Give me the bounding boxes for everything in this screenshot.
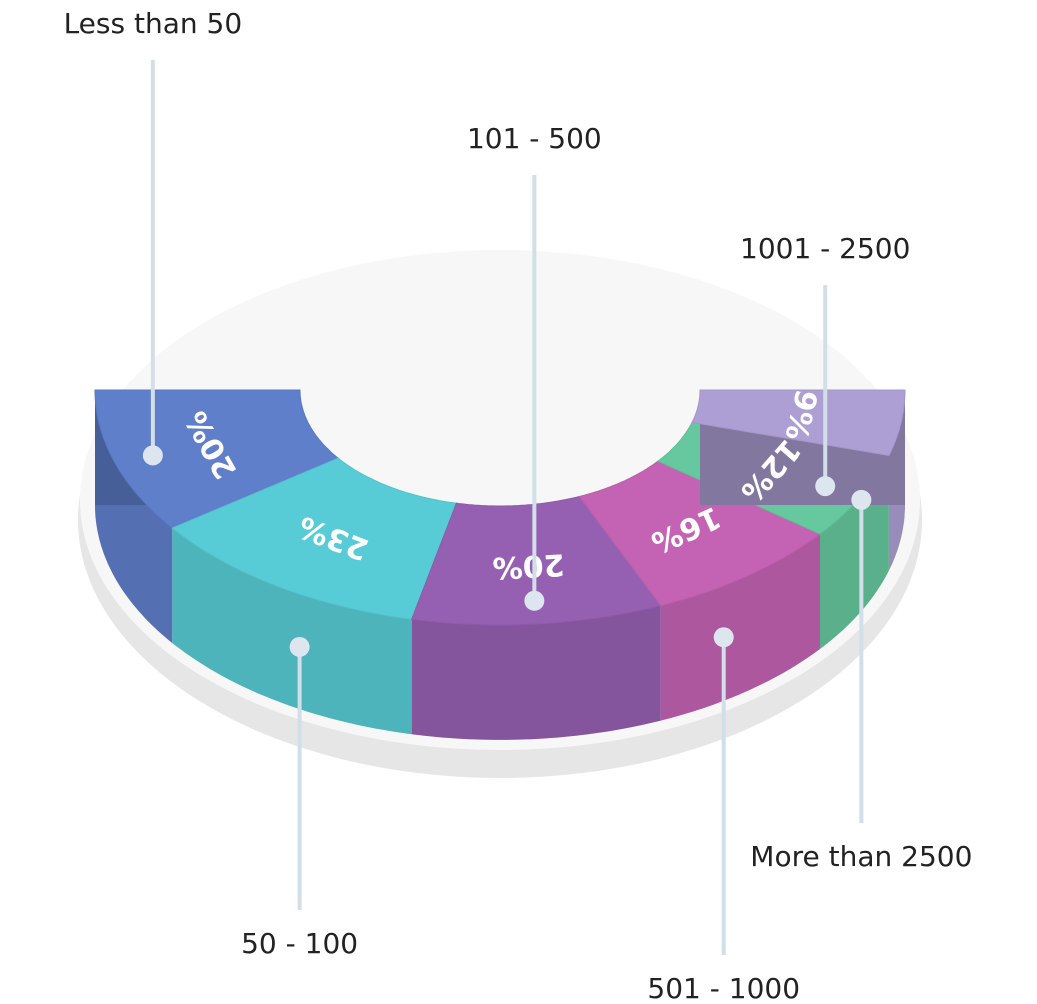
leader-dot xyxy=(142,445,163,466)
slices xyxy=(94,389,906,740)
slice-side xyxy=(172,528,412,735)
category-label: 1001 - 2500 xyxy=(740,232,910,265)
leader-dot xyxy=(815,476,836,497)
leader-dot xyxy=(289,636,310,657)
category-label: Less than 50 xyxy=(64,7,243,40)
slice-side xyxy=(95,390,173,644)
category-label: 501 - 1000 xyxy=(647,972,800,1004)
slice-side xyxy=(660,534,820,721)
data-label: 20% xyxy=(492,546,566,585)
category-label: More than 2500 xyxy=(750,840,972,873)
slice xyxy=(691,389,906,457)
category-label: 101 - 500 xyxy=(467,122,602,155)
leader-dot xyxy=(851,489,872,510)
leader-dot xyxy=(713,627,734,648)
category-label: 50 - 100 xyxy=(241,927,358,960)
slice-side xyxy=(411,605,661,740)
leader-dot xyxy=(524,590,545,611)
